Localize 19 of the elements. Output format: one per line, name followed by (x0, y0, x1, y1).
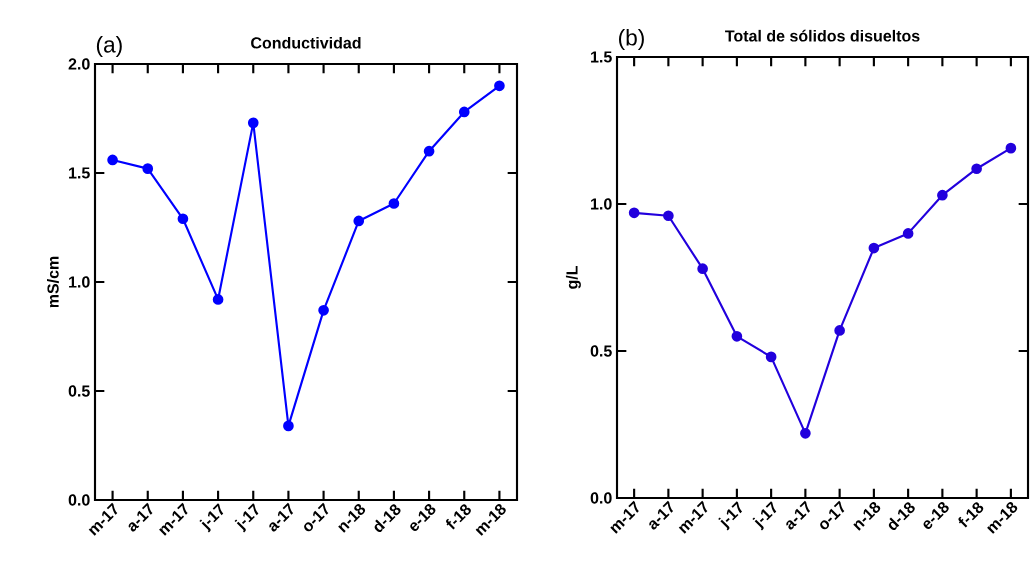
x-tick-label: e-18 (410, 504, 436, 531)
y-tick-label: 1.0 (591, 198, 612, 210)
y-tick-label: 1.0 (69, 276, 90, 288)
text: (a) (96, 36, 122, 58)
chart-title: Conductividad (251, 36, 361, 49)
y-axis-title: mS/cm (46, 256, 59, 308)
chart-title: Total de sólidos disueltos (725, 29, 920, 42)
x-tick-label: f-18 (958, 502, 984, 528)
x-tick-label: e-18 (923, 502, 949, 529)
y-tick-label: 0.0 (590, 492, 612, 504)
y-tick-label: 0.0 (68, 494, 90, 506)
y-tick-label: 0.5 (68, 385, 90, 397)
y-axis-title: g/L (565, 265, 581, 289)
y-tick-label: 1.5 (591, 51, 612, 63)
y-tick-label: 0.5 (590, 345, 612, 357)
x-tick-label: f-18 (446, 504, 471, 530)
y-tick-label: 2.0 (68, 58, 90, 70)
text: (b) (619, 28, 644, 51)
y-tick-label: 1.5 (69, 167, 90, 179)
